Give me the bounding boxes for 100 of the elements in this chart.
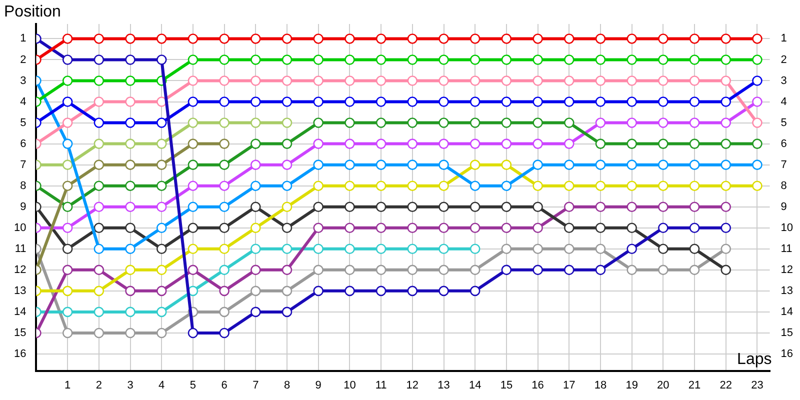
point [219, 222, 230, 234]
point [501, 222, 512, 234]
point [595, 96, 606, 107]
point [250, 244, 261, 254]
x-tick-label: 21 [688, 379, 701, 392]
point [501, 138, 512, 149]
y-tick-label: 14 [14, 306, 26, 318]
point [94, 34, 104, 44]
point [532, 160, 543, 170]
point [219, 202, 230, 212]
point [282, 222, 292, 234]
point [532, 244, 543, 254]
point [188, 96, 198, 107]
point [532, 96, 543, 107]
point [219, 34, 230, 44]
point [564, 244, 574, 254]
point [407, 222, 418, 234]
point [125, 202, 136, 212]
point [470, 160, 480, 170]
point [438, 160, 449, 170]
point [564, 264, 574, 276]
point [94, 54, 104, 65]
point [62, 160, 73, 170]
point [250, 180, 261, 191]
point [626, 264, 637, 276]
point [752, 118, 762, 128]
point [125, 264, 136, 276]
point [62, 222, 73, 234]
point [188, 328, 198, 338]
point [62, 306, 73, 318]
point [376, 54, 386, 65]
point [626, 202, 637, 212]
point [501, 180, 512, 191]
point [689, 160, 700, 170]
point [438, 96, 449, 107]
point [188, 118, 198, 128]
y-tick-label: 1 [20, 32, 26, 45]
point [689, 180, 700, 191]
point [250, 306, 261, 318]
point [188, 54, 198, 65]
point [62, 264, 73, 276]
point [376, 244, 386, 254]
point [658, 96, 668, 107]
point [438, 54, 449, 65]
point [595, 138, 606, 149]
point [470, 118, 480, 128]
point [125, 222, 136, 234]
point [595, 244, 606, 254]
point [125, 328, 136, 338]
point [344, 160, 355, 170]
y-tick-label: 15 [14, 327, 26, 339]
point [689, 264, 700, 276]
point [564, 138, 574, 149]
point [344, 264, 355, 276]
point [125, 118, 136, 128]
point [438, 180, 449, 191]
point [689, 34, 700, 44]
point [626, 180, 637, 191]
point [564, 180, 574, 191]
point [313, 96, 324, 107]
point [156, 328, 167, 338]
point [62, 328, 73, 338]
x-tick-label: 10 [344, 379, 356, 392]
point [658, 76, 668, 86]
point [156, 34, 167, 44]
point [282, 160, 292, 170]
point [219, 160, 230, 170]
point [564, 222, 574, 234]
point [376, 34, 386, 44]
point [407, 160, 418, 170]
point [438, 34, 449, 44]
point [595, 202, 606, 212]
point [188, 180, 198, 191]
point [282, 286, 292, 296]
y-tick-label: 11 [14, 242, 26, 255]
point [752, 160, 762, 170]
y2-tick-label: 6 [780, 138, 787, 150]
point [313, 76, 324, 86]
x-tick-label: 7 [252, 379, 259, 392]
point [250, 160, 261, 170]
x-tick-label: 14 [468, 379, 482, 392]
point [188, 264, 198, 276]
x-tick-label: 18 [594, 379, 607, 392]
point [532, 264, 543, 276]
point [250, 202, 261, 212]
point [501, 202, 512, 212]
point [344, 34, 355, 44]
point [313, 222, 324, 234]
x-tick-label: 16 [532, 379, 544, 392]
point [720, 202, 732, 212]
point [219, 54, 230, 65]
y-tick-label: 5 [20, 116, 26, 129]
point [752, 138, 762, 149]
point [376, 96, 386, 107]
point [313, 138, 324, 149]
point [564, 54, 574, 65]
point [313, 202, 324, 212]
point [62, 76, 73, 86]
point [470, 76, 480, 86]
y2-tick-label: 5 [780, 116, 787, 129]
